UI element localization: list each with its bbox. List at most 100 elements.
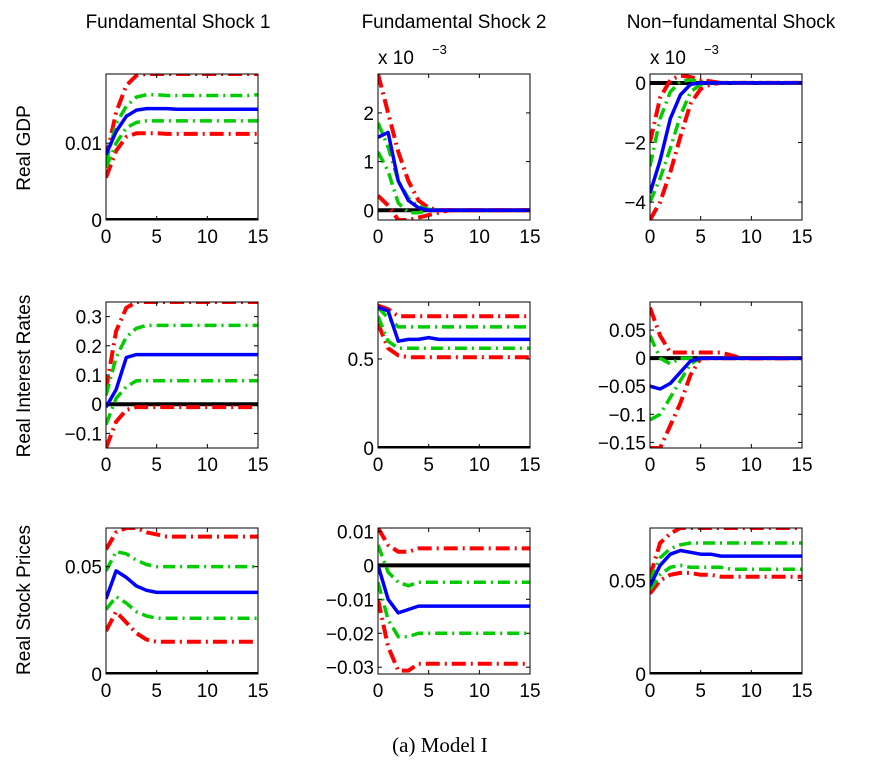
panel-r0-c1: 0 5 10 15 0 1 2 x 10 −3 bbox=[363, 42, 540, 248]
plot-area bbox=[650, 528, 802, 674]
series-inner-lower bbox=[378, 581, 530, 639]
y-tick-label: 0 bbox=[91, 211, 102, 232]
axes-frame bbox=[649, 73, 803, 221]
x-tick-label: 10 bbox=[741, 455, 762, 476]
row-label-real-gdp: Real GDP bbox=[14, 105, 35, 191]
series-median bbox=[378, 305, 530, 343]
series-inner-lower bbox=[650, 563, 802, 591]
x-tick-label: 0 bbox=[645, 455, 656, 476]
series-median bbox=[650, 81, 802, 194]
axes-frame bbox=[377, 301, 531, 449]
axes-frame bbox=[377, 73, 531, 221]
x-tick-label: 15 bbox=[791, 455, 812, 476]
x-tick-label: 0 bbox=[373, 227, 384, 248]
x-tick-label: 0 bbox=[101, 455, 112, 476]
series-outer-lower bbox=[378, 598, 530, 673]
x-tick-label: 15 bbox=[519, 681, 540, 702]
y-tick-label: 0 bbox=[635, 349, 646, 370]
panel-r1-c2: 0 5 10 15 −0.15 −0.1 −0.05 0 0.05 bbox=[598, 301, 813, 476]
series-inner-upper bbox=[650, 541, 802, 582]
y-tick-label: 0.05 bbox=[609, 571, 646, 592]
series-median bbox=[378, 564, 530, 615]
y-tick-label: −0.02 bbox=[326, 624, 374, 645]
plot-area bbox=[650, 302, 802, 448]
axis-multiplier: x 10 bbox=[378, 48, 414, 69]
series-outer-upper bbox=[106, 74, 258, 159]
axes-frame bbox=[105, 527, 259, 675]
y-tick-label: 0.05 bbox=[609, 321, 646, 342]
x-tick-label: 15 bbox=[791, 227, 812, 248]
column-title-1: Fundamental Shock 1 bbox=[86, 12, 271, 33]
y-tick-label: 0 bbox=[635, 74, 646, 95]
x-tick-label: 15 bbox=[519, 227, 540, 248]
y-tick-label: 0 bbox=[91, 395, 102, 416]
axes-frame bbox=[105, 73, 259, 221]
series-inner-upper bbox=[378, 544, 530, 588]
x-tick-label: 15 bbox=[247, 681, 268, 702]
y-tick-label: 0.5 bbox=[348, 350, 374, 371]
x-tick-label: 10 bbox=[469, 455, 490, 476]
plot-area bbox=[106, 528, 258, 674]
panel-r0-c2: 0 5 10 15−4−20x 10 −3 bbox=[624, 42, 812, 248]
x-tick-label: 15 bbox=[247, 455, 268, 476]
x-tick-label: 5 bbox=[695, 455, 706, 476]
axes-frame bbox=[649, 527, 803, 675]
y-tick-label: 0.3 bbox=[76, 308, 102, 329]
x-tick-label: 0 bbox=[645, 227, 656, 248]
series-outer-lower bbox=[650, 570, 802, 595]
y-tick-label: −0.1 bbox=[608, 405, 646, 426]
series-outer-upper bbox=[106, 528, 258, 551]
x-tick-label: 10 bbox=[197, 227, 218, 248]
panel-r2-c2: 0 5 10 15 0 0.05 bbox=[609, 527, 813, 702]
x-tick-label: 5 bbox=[695, 227, 706, 248]
series-inner-upper bbox=[106, 323, 258, 396]
series-median bbox=[650, 356, 802, 391]
x-tick-label: 15 bbox=[519, 455, 540, 476]
panel-r1-c0: 0 5 10 15 −0.1 0 0.1 0.2 0.3 bbox=[64, 301, 269, 476]
plot-area bbox=[106, 74, 258, 220]
series-outer-upper bbox=[650, 528, 802, 578]
x-tick-label: 0 bbox=[101, 227, 112, 248]
axis-multiplier: x 10 bbox=[650, 48, 686, 69]
y-tick-label: −0.15 bbox=[598, 433, 646, 454]
x-tick-label: 10 bbox=[197, 455, 218, 476]
series-outer-lower bbox=[106, 609, 258, 644]
x-tick-label: 5 bbox=[151, 681, 162, 702]
series-inner-upper bbox=[106, 92, 258, 163]
y-tick-label: 1 bbox=[363, 153, 374, 174]
y-tick-label: 0.01 bbox=[337, 522, 374, 543]
y-tick-label: 0 bbox=[363, 201, 374, 222]
panel-r0-c0: 0 5 10 15 0 0.01 bbox=[65, 73, 269, 248]
series-median bbox=[650, 548, 802, 587]
x-tick-label: 5 bbox=[423, 681, 434, 702]
series-inner-lower bbox=[106, 594, 258, 620]
axes-frame bbox=[649, 301, 803, 449]
x-tick-label: 5 bbox=[151, 455, 162, 476]
axis-multiplier-exponent: −3 bbox=[432, 42, 447, 57]
x-tick-label: 10 bbox=[741, 681, 762, 702]
y-tick-label: −2 bbox=[624, 134, 646, 155]
series-inner-upper bbox=[378, 306, 530, 329]
column-title-2: Fundamental Shock 2 bbox=[362, 12, 547, 33]
panel-r2-c0: 0 5 10 15 0 0.05 bbox=[65, 527, 269, 702]
y-tick-label: 0.05 bbox=[65, 558, 102, 579]
plot-area bbox=[378, 302, 530, 448]
series-inner-lower bbox=[106, 119, 258, 169]
x-tick-label: 5 bbox=[423, 455, 434, 476]
y-tick-label: 0 bbox=[635, 665, 646, 686]
series-outer-upper bbox=[106, 302, 258, 390]
plot-area bbox=[378, 74, 530, 220]
series-outer-lower bbox=[106, 405, 258, 448]
series-inner-lower bbox=[378, 315, 530, 351]
plot-area bbox=[650, 74, 802, 220]
y-tick-label: 0.01 bbox=[65, 134, 102, 155]
x-tick-label: 0 bbox=[373, 681, 384, 702]
x-tick-label: 10 bbox=[469, 227, 490, 248]
y-tick-label: −0.03 bbox=[326, 658, 374, 679]
x-tick-label: 15 bbox=[791, 681, 812, 702]
series-median bbox=[106, 106, 258, 156]
series-outer-upper bbox=[378, 528, 530, 554]
x-tick-label: 5 bbox=[695, 681, 706, 702]
series-median bbox=[106, 569, 258, 600]
